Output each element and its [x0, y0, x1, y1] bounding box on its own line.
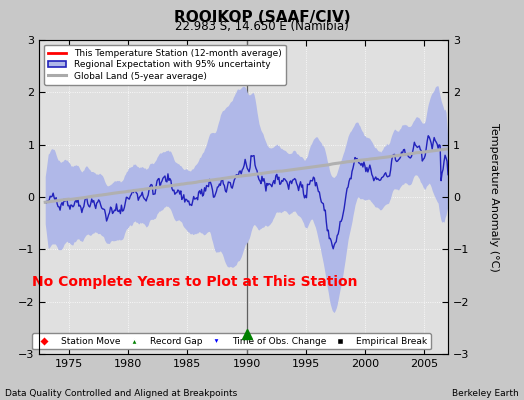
Text: Berkeley Earth: Berkeley Earth [452, 389, 519, 398]
Y-axis label: Temperature Anomaly (°C): Temperature Anomaly (°C) [489, 123, 499, 271]
Text: No Complete Years to Plot at This Station: No Complete Years to Plot at This Statio… [32, 275, 357, 289]
Text: 22.983 S, 14.650 E (Namibia): 22.983 S, 14.650 E (Namibia) [175, 20, 349, 33]
Text: Data Quality Controlled and Aligned at Breakpoints: Data Quality Controlled and Aligned at B… [5, 389, 237, 398]
Legend: Station Move, Record Gap, Time of Obs. Change, Empirical Break: Station Move, Record Gap, Time of Obs. C… [32, 333, 431, 350]
Text: ROOIKOP (SAAF/CIV): ROOIKOP (SAAF/CIV) [173, 10, 351, 25]
